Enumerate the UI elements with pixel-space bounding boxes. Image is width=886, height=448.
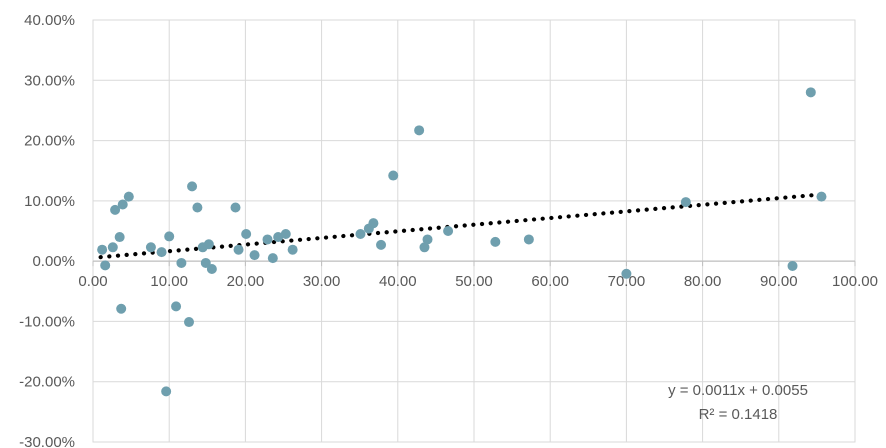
data-point bbox=[788, 261, 798, 271]
data-point bbox=[388, 171, 398, 181]
x-tick-label: 70.00 bbox=[608, 273, 646, 290]
data-point bbox=[490, 237, 500, 247]
data-point bbox=[368, 218, 378, 228]
data-point bbox=[262, 234, 272, 244]
data-point bbox=[443, 226, 453, 236]
data-point bbox=[184, 317, 194, 327]
data-point bbox=[118, 199, 128, 209]
data-point bbox=[157, 247, 167, 257]
y-tick-label: 20.00% bbox=[24, 133, 75, 150]
trendline-r-squared: R² = 0.1418 bbox=[699, 406, 778, 423]
data-point bbox=[230, 202, 240, 212]
x-tick-label: 50.00 bbox=[455, 273, 493, 290]
data-point bbox=[376, 240, 386, 250]
data-point bbox=[681, 197, 691, 207]
data-point bbox=[124, 192, 134, 202]
data-point bbox=[176, 258, 186, 268]
data-point bbox=[115, 232, 125, 242]
data-point bbox=[192, 202, 202, 212]
y-tick-label: 10.00% bbox=[24, 193, 75, 210]
y-tick-label: -10.00% bbox=[19, 313, 75, 330]
gridlines bbox=[93, 20, 855, 442]
data-point bbox=[241, 229, 251, 239]
data-point bbox=[100, 260, 110, 270]
data-point bbox=[268, 253, 278, 263]
data-point bbox=[234, 245, 244, 255]
data-point bbox=[281, 229, 291, 239]
data-point bbox=[161, 386, 171, 396]
data-point bbox=[207, 264, 217, 274]
x-tick-label: 60.00 bbox=[531, 273, 569, 290]
data-point bbox=[524, 234, 534, 244]
data-point bbox=[116, 304, 126, 314]
data-point bbox=[250, 250, 260, 260]
data-point bbox=[97, 245, 107, 255]
y-tick-label: -20.00% bbox=[19, 374, 75, 391]
y-tick-label: 0.00% bbox=[32, 253, 75, 270]
x-tick-label: 30.00 bbox=[303, 273, 341, 290]
data-point bbox=[164, 231, 174, 241]
y-tick-label: -30.00% bbox=[19, 434, 75, 448]
data-point bbox=[171, 301, 181, 311]
data-point bbox=[187, 181, 197, 191]
x-tick-label: 20.00 bbox=[227, 273, 265, 290]
x-tick-label: 90.00 bbox=[760, 273, 798, 290]
data-point bbox=[146, 242, 156, 252]
x-tick-label: 100.00 bbox=[832, 273, 878, 290]
x-tick-label: 10.00 bbox=[150, 273, 188, 290]
x-tick-label: 80.00 bbox=[684, 273, 722, 290]
x-tick-label: 40.00 bbox=[379, 273, 417, 290]
data-point bbox=[806, 87, 816, 97]
data-points bbox=[97, 87, 826, 396]
data-point bbox=[423, 234, 433, 244]
data-point bbox=[108, 242, 118, 252]
data-point bbox=[204, 239, 214, 249]
y-tick-label: 30.00% bbox=[24, 72, 75, 89]
trendline-equation: y = 0.0011x + 0.0055 bbox=[668, 382, 808, 399]
data-point bbox=[288, 245, 298, 255]
data-point bbox=[355, 229, 365, 239]
data-point bbox=[414, 125, 424, 135]
y-tick-label: 40.00% bbox=[24, 12, 75, 29]
data-point bbox=[816, 192, 826, 202]
x-tick-label: 0.00 bbox=[78, 273, 107, 290]
